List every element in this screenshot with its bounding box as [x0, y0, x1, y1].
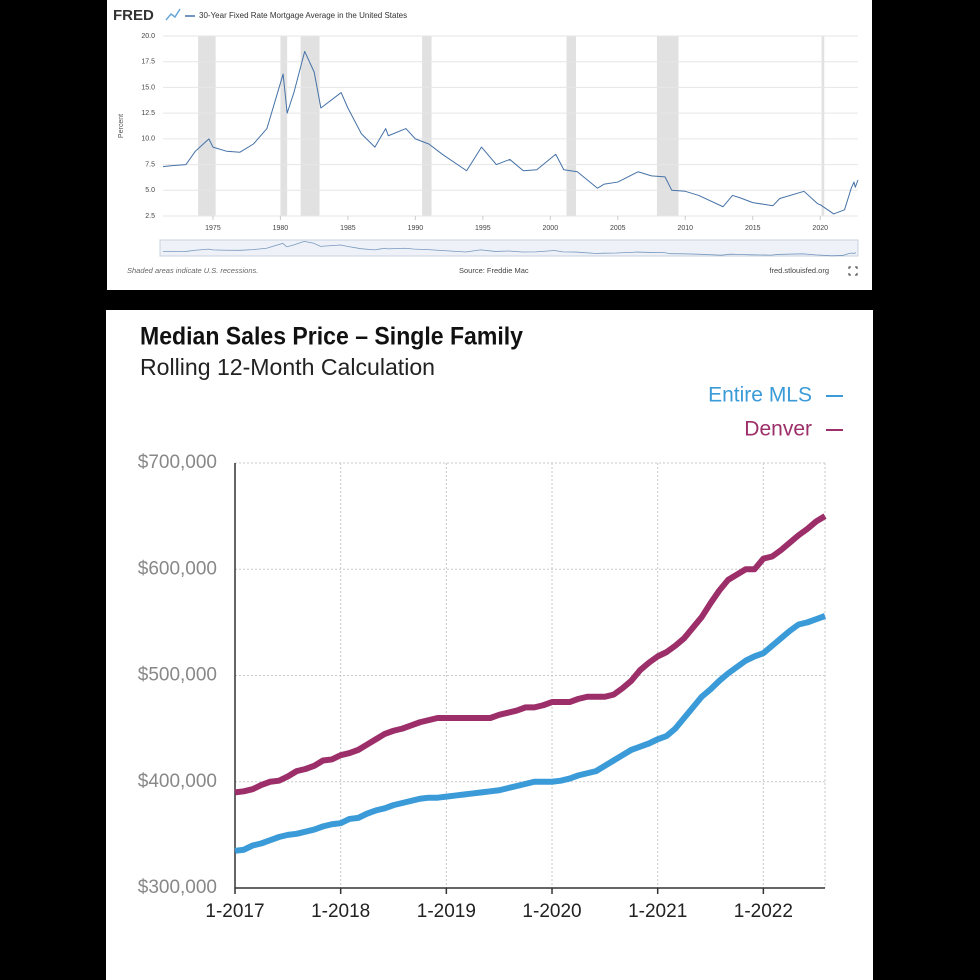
- x-tick-label: 2010: [677, 225, 693, 232]
- recession-band: [422, 36, 432, 216]
- series-line: [234, 613, 827, 854]
- x-tick-label: 1-2022: [734, 901, 793, 922]
- x-tick-label: 1-2018: [311, 901, 370, 922]
- y-axis-label: Percent: [118, 114, 125, 138]
- chart-title: Median Sales Price – Single Family: [140, 323, 523, 351]
- y-tick-label: $400,000: [138, 771, 217, 792]
- x-tick-label: 1-2021: [628, 901, 687, 922]
- y-tick-label: $700,000: [138, 452, 217, 473]
- series-line: [234, 513, 827, 796]
- recession-band: [566, 36, 576, 216]
- recession-band: [300, 36, 320, 216]
- y-tick-label: $600,000: [138, 558, 217, 579]
- note: Shaded areas indicate U.S. recessions.: [127, 266, 258, 275]
- recession-band: [280, 36, 288, 216]
- x-tick-label: 2005: [610, 225, 626, 232]
- x-tick-label: 1-2017: [205, 901, 264, 922]
- x-tick-label: 1990: [408, 225, 424, 232]
- y-tick-label: 20.0: [141, 33, 155, 40]
- chart-subtitle: Rolling 12-Month Calculation: [140, 354, 435, 380]
- site: fred.stlouisfed.org: [769, 266, 829, 275]
- price-panel: [106, 310, 873, 980]
- fred-logo: FRED: [113, 7, 154, 24]
- y-tick-label: 10.0: [141, 136, 155, 143]
- y-tick-label: $300,000: [138, 877, 217, 898]
- recession-band: [198, 36, 216, 216]
- y-tick-label: 17.5: [141, 59, 155, 66]
- source: Source: Freddie Mac: [459, 266, 529, 275]
- x-tick-label: 1975: [205, 225, 221, 232]
- x-tick-label: 1985: [340, 225, 356, 232]
- recession-band: [821, 36, 825, 216]
- y-tick-label: 2.5: [145, 213, 155, 220]
- logo-icon: [165, 8, 181, 21]
- legend-label: Entire MLS: [708, 384, 812, 407]
- y-tick-label: 15.0: [141, 84, 155, 91]
- legend-label: Denver: [744, 418, 812, 441]
- y-tick-label: 5.0: [145, 187, 155, 194]
- navigator-line: [162, 240, 857, 257]
- series-line: [162, 50, 859, 215]
- x-tick-label: 2020: [812, 225, 828, 232]
- x-tick-label: 1-2020: [522, 901, 581, 922]
- x-tick-label: 2000: [543, 225, 559, 232]
- y-tick-label: $500,000: [138, 665, 217, 686]
- y-tick-label: 7.5: [145, 161, 155, 168]
- recession-band: [656, 36, 679, 216]
- navigator: [159, 239, 859, 257]
- y-tick-label: 12.5: [141, 110, 155, 117]
- x-tick-label: 2015: [745, 225, 761, 232]
- x-tick-label: 1-2019: [417, 901, 476, 922]
- legend-label: 30-Year Fixed Rate Mortgage Average in t…: [199, 11, 407, 20]
- x-tick-label: 1995: [475, 225, 491, 232]
- x-tick-label: 1980: [273, 225, 289, 232]
- fullscreen-icon[interactable]: [848, 266, 858, 276]
